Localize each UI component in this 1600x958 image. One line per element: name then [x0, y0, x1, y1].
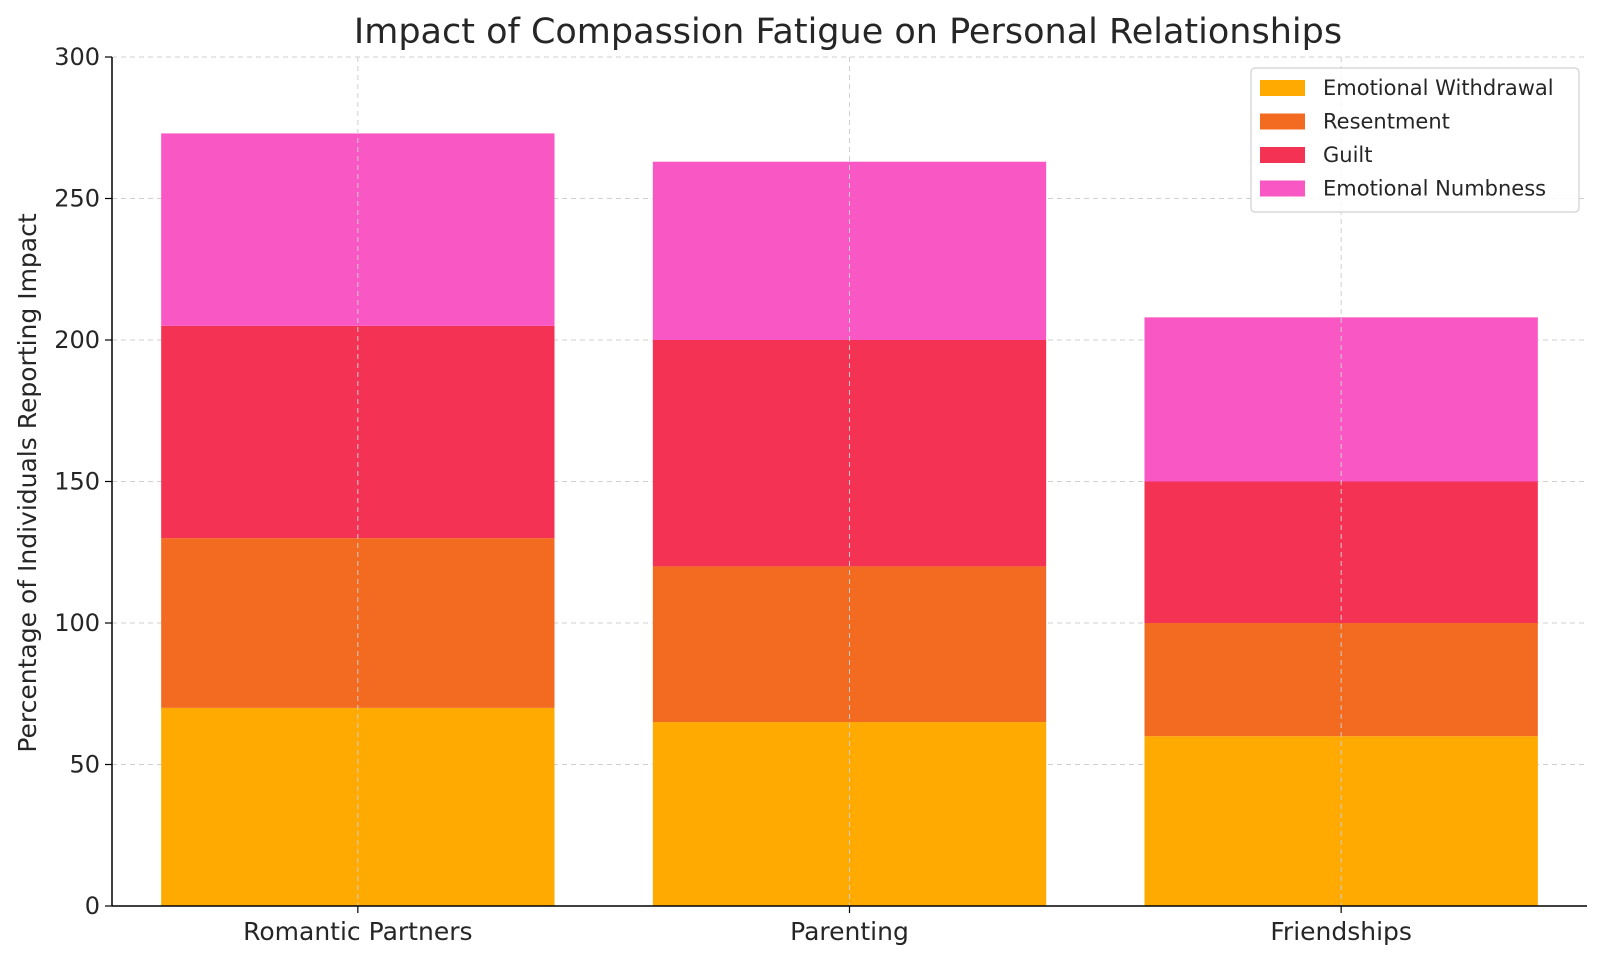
tick-labels: 0 50 100 150 200 250 300 Romantic Partners Paren… — [54, 43, 1412, 946]
legend: Emotional Withdrawal Resentment Guilt Emoti… — [1250, 67, 1580, 213]
legend-label-emotional-numbness: Emotional Numbness — [1323, 177, 1546, 201]
y-tick-label: 50 — [69, 751, 100, 779]
legend-label-emotional-withdrawal: Emotional Withdrawal — [1323, 76, 1554, 100]
y-tick-label: 300 — [54, 43, 100, 71]
legend-swatch-emotional-withdrawal — [1260, 80, 1305, 96]
vertical-grid-lines — [357, 57, 1342, 906]
y-axis-label: Percentage of Individuals Reporting Impa… — [13, 213, 42, 752]
x-tick-label: Parenting — [790, 917, 909, 946]
y-tick-label: 250 — [54, 185, 100, 213]
legend-swatch-emotional-numbness — [1260, 180, 1305, 197]
chart-title: Impact of Compassion Fatigue on Personal… — [354, 12, 1342, 52]
x-tick-label: Romantic Partners — [243, 917, 472, 946]
legend-label-resentment: Resentment — [1323, 110, 1450, 134]
axes — [105, 56, 1587, 913]
legend-swatch-guilt — [1260, 147, 1305, 163]
legend-box — [1250, 67, 1580, 213]
y-tick-label: 150 — [54, 468, 100, 496]
legend-label-guilt: Guilt — [1323, 143, 1373, 167]
y-tick-label: 0 — [85, 892, 100, 920]
legend-swatch-resentment — [1260, 113, 1305, 130]
y-tick-label: 200 — [54, 326, 100, 354]
x-tick-label: Friendships — [1270, 917, 1412, 946]
y-tick-label: 100 — [54, 609, 100, 637]
